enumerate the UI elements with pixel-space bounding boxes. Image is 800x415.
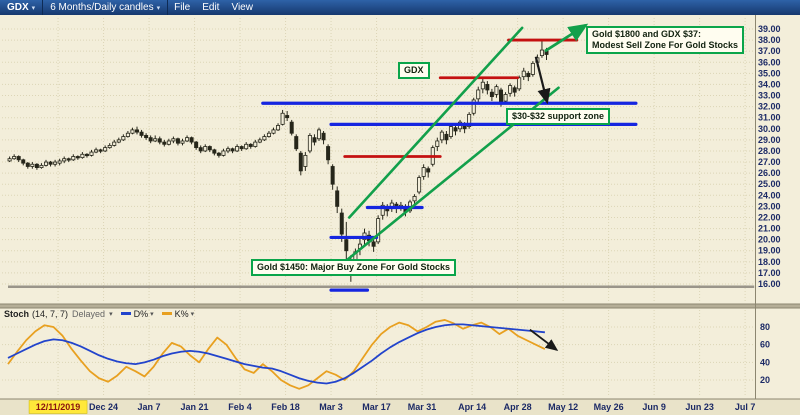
svg-text:Mar 17: Mar 17 — [362, 402, 391, 412]
svg-text:Feb 4: Feb 4 — [228, 402, 252, 412]
svg-text:19.00: 19.00 — [758, 246, 781, 256]
svg-text:20.00: 20.00 — [758, 235, 781, 245]
d-line-color-chip — [120, 312, 131, 315]
svg-text:Jan 7: Jan 7 — [138, 402, 161, 412]
svg-text:60: 60 — [760, 340, 770, 350]
menu-view[interactable]: View — [231, 2, 253, 13]
svg-text:29.00: 29.00 — [758, 135, 781, 145]
svg-text:Apr 14: Apr 14 — [458, 402, 486, 412]
svg-text:May 26: May 26 — [594, 402, 624, 412]
stoch-delayed-label[interactable]: Delayed — [72, 309, 106, 319]
svg-text:18.00: 18.00 — [758, 257, 781, 267]
svg-text:Dec 24: Dec 24 — [89, 402, 118, 412]
svg-text:Jun 23: Jun 23 — [685, 402, 714, 412]
stoch-panel-header: Stoch (14, 7, 7) Delayed ▾ D% ▾ K% ▾ — [4, 309, 198, 319]
svg-text:37.00: 37.00 — [758, 46, 781, 56]
svg-text:Jan 21: Jan 21 — [181, 402, 209, 412]
svg-text:40: 40 — [760, 357, 770, 367]
svg-text:28.00: 28.00 — [758, 146, 781, 156]
caret-down-icon: ▾ — [109, 311, 113, 318]
timeframe-label: 6 Months/Daily candles — [50, 2, 154, 13]
svg-text:36.00: 36.00 — [758, 57, 781, 67]
svg-text:30.00: 30.00 — [758, 124, 781, 134]
svg-text:33.00: 33.00 — [758, 91, 781, 101]
svg-text:Feb 18: Feb 18 — [271, 402, 300, 412]
sell-zone-annotation[interactable]: Gold $1800 and GDX $37: Modest Sell Zone… — [586, 26, 745, 54]
stoch-name: Stoch — [4, 309, 30, 319]
sell-zone-line2: Modest Sell Zone For Gold Stocks — [592, 40, 739, 50]
svg-text:Jul 7: Jul 7 — [735, 402, 756, 412]
caret-down-icon: ▾ — [156, 5, 161, 12]
svg-text:16.00: 16.00 — [758, 279, 781, 289]
svg-text:38.00: 38.00 — [758, 35, 781, 45]
svg-text:23.00: 23.00 — [758, 201, 781, 211]
buy-zone-annotation[interactable]: Gold $1450: Major Buy Zone For Gold Stoc… — [251, 259, 457, 276]
svg-text:Mar 31: Mar 31 — [408, 402, 437, 412]
svg-text:22.00: 22.00 — [758, 212, 781, 222]
svg-text:12/11/2019: 12/11/2019 — [36, 402, 81, 412]
svg-text:20: 20 — [760, 375, 770, 385]
stoch-params: (14, 7, 7) — [32, 309, 69, 319]
svg-text:Mar 3: Mar 3 — [319, 402, 343, 412]
caret-down-icon: ▾ — [31, 5, 36, 12]
svg-text:26.00: 26.00 — [758, 168, 781, 178]
symbol-selector[interactable]: GDX ▾ — [0, 0, 44, 15]
gdx-chart-label[interactable]: GDX — [398, 62, 430, 79]
svg-text:27.00: 27.00 — [758, 157, 781, 167]
svg-text:25.00: 25.00 — [758, 179, 781, 189]
symbol-label: GDX — [7, 2, 29, 13]
svg-text:17.00: 17.00 — [758, 268, 781, 278]
svg-text:May 12: May 12 — [548, 402, 578, 412]
toolbar: GDX ▾ 6 Months/Daily candles ▾ File Edit V… — [0, 0, 800, 15]
svg-text:32.00: 32.00 — [758, 102, 781, 112]
menu-file[interactable]: File — [174, 2, 191, 13]
menu-edit[interactable]: Edit — [202, 2, 220, 13]
svg-text:21.00: 21.00 — [758, 224, 781, 234]
svg-text:Apr 28: Apr 28 — [504, 402, 532, 412]
svg-text:80: 80 — [760, 322, 770, 332]
svg-text:24.00: 24.00 — [758, 190, 781, 200]
k-line-selector[interactable]: K% — [174, 309, 189, 319]
svg-text:34.00: 34.00 — [758, 79, 781, 89]
sell-zone-line1: Gold $1800 and GDX $37: — [592, 29, 702, 39]
caret-down-icon: ▾ — [150, 311, 154, 318]
timeframe-selector[interactable]: 6 Months/Daily candles ▾ — [43, 0, 169, 15]
support-zone-annotation[interactable]: $30-$32 support zone — [506, 108, 611, 125]
caret-down-icon: ▾ — [190, 311, 195, 318]
svg-text:39.00: 39.00 — [758, 24, 781, 34]
k-line-color-chip — [161, 312, 172, 315]
d-line-selector[interactable]: D% — [133, 309, 149, 319]
svg-text:Jun 9: Jun 9 — [642, 402, 666, 412]
svg-text:35.00: 35.00 — [758, 68, 781, 78]
svg-text:31.00: 31.00 — [758, 113, 781, 123]
